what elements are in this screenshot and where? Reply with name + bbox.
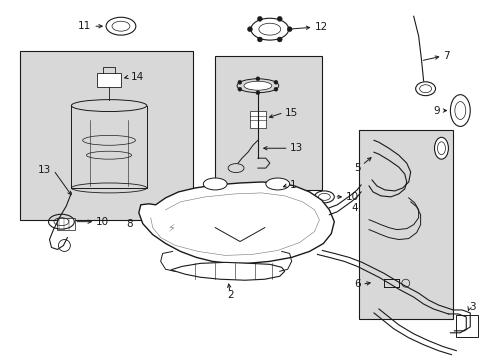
Circle shape [237,87,242,91]
Circle shape [247,27,252,32]
Text: 9: 9 [433,105,440,116]
FancyBboxPatch shape [455,315,477,337]
Text: 11: 11 [78,21,91,31]
FancyBboxPatch shape [97,73,121,87]
Text: 15: 15 [284,108,297,117]
Circle shape [286,27,291,32]
Text: 14: 14 [131,72,144,82]
Circle shape [273,80,277,84]
Text: 12: 12 [314,22,327,32]
Text: 7: 7 [443,51,449,61]
FancyBboxPatch shape [358,130,452,319]
Text: 1: 1 [289,180,296,190]
Circle shape [255,77,259,81]
Text: 10: 10 [346,192,359,202]
FancyBboxPatch shape [215,56,322,190]
FancyBboxPatch shape [249,111,265,129]
Ellipse shape [434,137,447,159]
Circle shape [257,37,262,42]
Circle shape [277,37,282,42]
Ellipse shape [71,183,146,193]
Circle shape [255,91,259,95]
Text: 6: 6 [354,279,360,289]
Polygon shape [139,182,334,264]
Text: 2: 2 [226,290,233,300]
Text: ⚡: ⚡ [166,225,174,235]
Text: 10: 10 [96,217,109,227]
Text: 4: 4 [350,203,357,213]
FancyBboxPatch shape [20,51,193,220]
Text: 8: 8 [126,219,132,229]
Text: 13: 13 [289,143,302,153]
Circle shape [257,17,262,21]
FancyBboxPatch shape [57,218,75,230]
Text: 13: 13 [38,165,51,175]
Ellipse shape [203,178,226,190]
Circle shape [273,87,277,91]
Circle shape [277,17,282,21]
Text: 3: 3 [468,302,475,312]
Circle shape [237,80,242,84]
Polygon shape [170,262,284,280]
Text: 5: 5 [354,163,360,173]
Ellipse shape [237,79,278,93]
Ellipse shape [265,178,289,190]
Ellipse shape [244,81,271,90]
